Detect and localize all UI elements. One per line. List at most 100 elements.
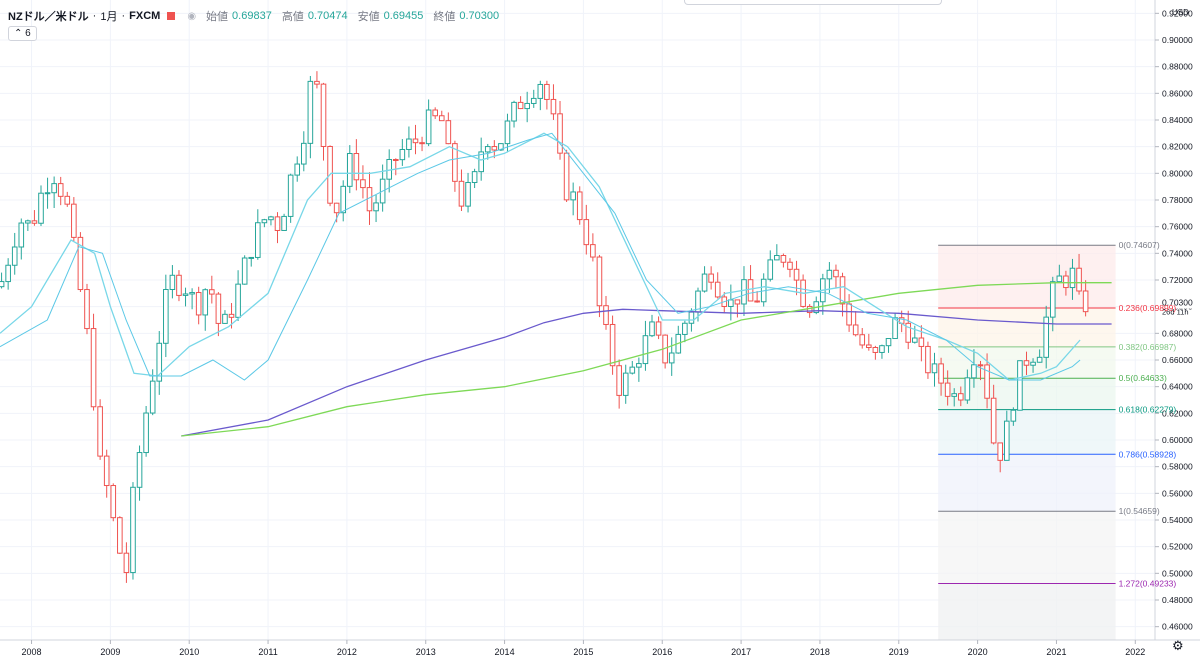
candle-body: [747, 279, 754, 302]
candle-body: [241, 257, 248, 285]
fib-level-label: 0.618(0.62279): [1119, 405, 1177, 415]
candle-body: [793, 268, 800, 281]
candle-body: [130, 486, 136, 574]
candle-body: [931, 363, 938, 374]
y-tick-label: 0.88000: [1162, 62, 1193, 72]
eye-icon[interactable]: ◉: [187, 10, 197, 22]
symbol-name[interactable]: NZドル／米ドル: [8, 11, 89, 23]
candle-body: [445, 120, 452, 145]
candle-body: [668, 352, 675, 364]
candle-body: [38, 192, 44, 224]
candle-body: [399, 148, 406, 161]
candle-body: [392, 159, 399, 162]
candle-body: [774, 254, 780, 261]
high-label: 高値: [281, 11, 304, 23]
candle-body: [511, 101, 517, 122]
candle-body: [110, 485, 117, 519]
candle-body: [918, 337, 925, 347]
candle-body: [425, 109, 432, 145]
high-value: 0.70474: [307, 10, 348, 22]
candle-body: [346, 153, 353, 187]
fib-band: [938, 454, 1116, 512]
candle-body: [176, 274, 182, 296]
symbol-legend: NZドル／米ドル · 1月 · FXCM ◉ 始値 0.69837 高値 0.704…: [8, 8, 499, 24]
candle-body: [938, 363, 944, 384]
candle-body: [84, 289, 90, 330]
candle-body: [452, 143, 458, 182]
candle-body: [636, 363, 642, 368]
candle-body: [281, 215, 287, 231]
fib-level-label: 0.5(0.64633): [1119, 373, 1167, 383]
candle-body: [767, 259, 774, 280]
candle-body: [912, 337, 918, 343]
close-value: 0.70300: [459, 10, 500, 22]
candle-body: [879, 345, 885, 353]
fib-level-label: 1(0.54659): [1119, 506, 1160, 516]
candle-body: [708, 273, 714, 283]
y-tick-label: 0.58000: [1162, 462, 1193, 472]
y-tick-label: 0.64000: [1162, 382, 1193, 392]
candle-body: [754, 300, 760, 303]
candle-body: [971, 364, 977, 379]
candle-body: [353, 153, 360, 181]
y-tick-label: 0.46000: [1162, 622, 1193, 632]
fib-band: [938, 511, 1116, 584]
candle-body: [728, 299, 734, 307]
candle-body: [209, 289, 215, 295]
candle-body: [780, 254, 787, 263]
candle-body: [682, 322, 688, 335]
candle-body: [478, 151, 484, 173]
low-value: 0.69455: [383, 10, 424, 22]
candle-body: [590, 244, 596, 258]
candle-body: [787, 261, 793, 270]
separator-dot-1: ·: [92, 10, 97, 22]
interval[interactable]: 1月: [100, 11, 118, 23]
candle-body: [373, 202, 379, 212]
last-price-label: 0.70300: [1162, 298, 1193, 308]
candle-body: [517, 101, 524, 110]
candle-body: [261, 219, 268, 224]
candle-body: [997, 442, 1004, 461]
candle-body: [117, 517, 123, 554]
candle-body: [642, 335, 649, 365]
candle-body: [498, 143, 504, 151]
ma-fast-2-line: [0, 132, 1081, 381]
candle-body: [97, 406, 103, 457]
y-tick-label: 0.50000: [1162, 568, 1193, 578]
candle-body: [1023, 360, 1030, 366]
gear-icon[interactable]: ⚙: [1172, 638, 1184, 653]
candle-body: [1036, 356, 1043, 363]
indicators-toggle[interactable]: ⌃ 6: [8, 26, 37, 41]
candle-body: [872, 347, 879, 353]
candle-body: [438, 115, 445, 122]
candle-body: [149, 380, 156, 414]
candle-body: [222, 313, 228, 324]
candle-body: [603, 305, 609, 325]
candle-body: [202, 289, 209, 316]
candle-body: [570, 191, 576, 201]
y-tick-label: 0.78000: [1162, 195, 1193, 205]
candle-body: [163, 289, 169, 344]
candle-body: [314, 80, 320, 85]
ma-long-line: [181, 308, 1112, 437]
fib-level-label: 0(0.74607): [1119, 240, 1160, 250]
candle-body: [839, 276, 846, 305]
candle-body: [71, 203, 77, 238]
y-tick-label: 0.82000: [1162, 142, 1193, 152]
candle-body: [31, 220, 38, 224]
candle-body: [419, 142, 425, 145]
indicator-count: 6: [25, 28, 31, 39]
x-tick-label: 2016: [652, 647, 672, 657]
candle-body: [649, 321, 655, 337]
drawing-toolbar-handle[interactable]: [684, 0, 942, 5]
candle-body: [616, 365, 622, 396]
fibonacci-labels: 0(0.74607) 0.236(0.69899) 0.382(0.66987) 0.…: [1119, 240, 1177, 588]
candle-body: [1076, 267, 1082, 292]
x-tick-label: 2013: [416, 647, 436, 657]
x-tick-label: 2008: [22, 647, 42, 657]
candle-body: [1043, 316, 1050, 358]
fibonacci-retracement: [938, 244, 1116, 640]
candle-body: [550, 98, 557, 115]
candle-body: [136, 452, 143, 488]
